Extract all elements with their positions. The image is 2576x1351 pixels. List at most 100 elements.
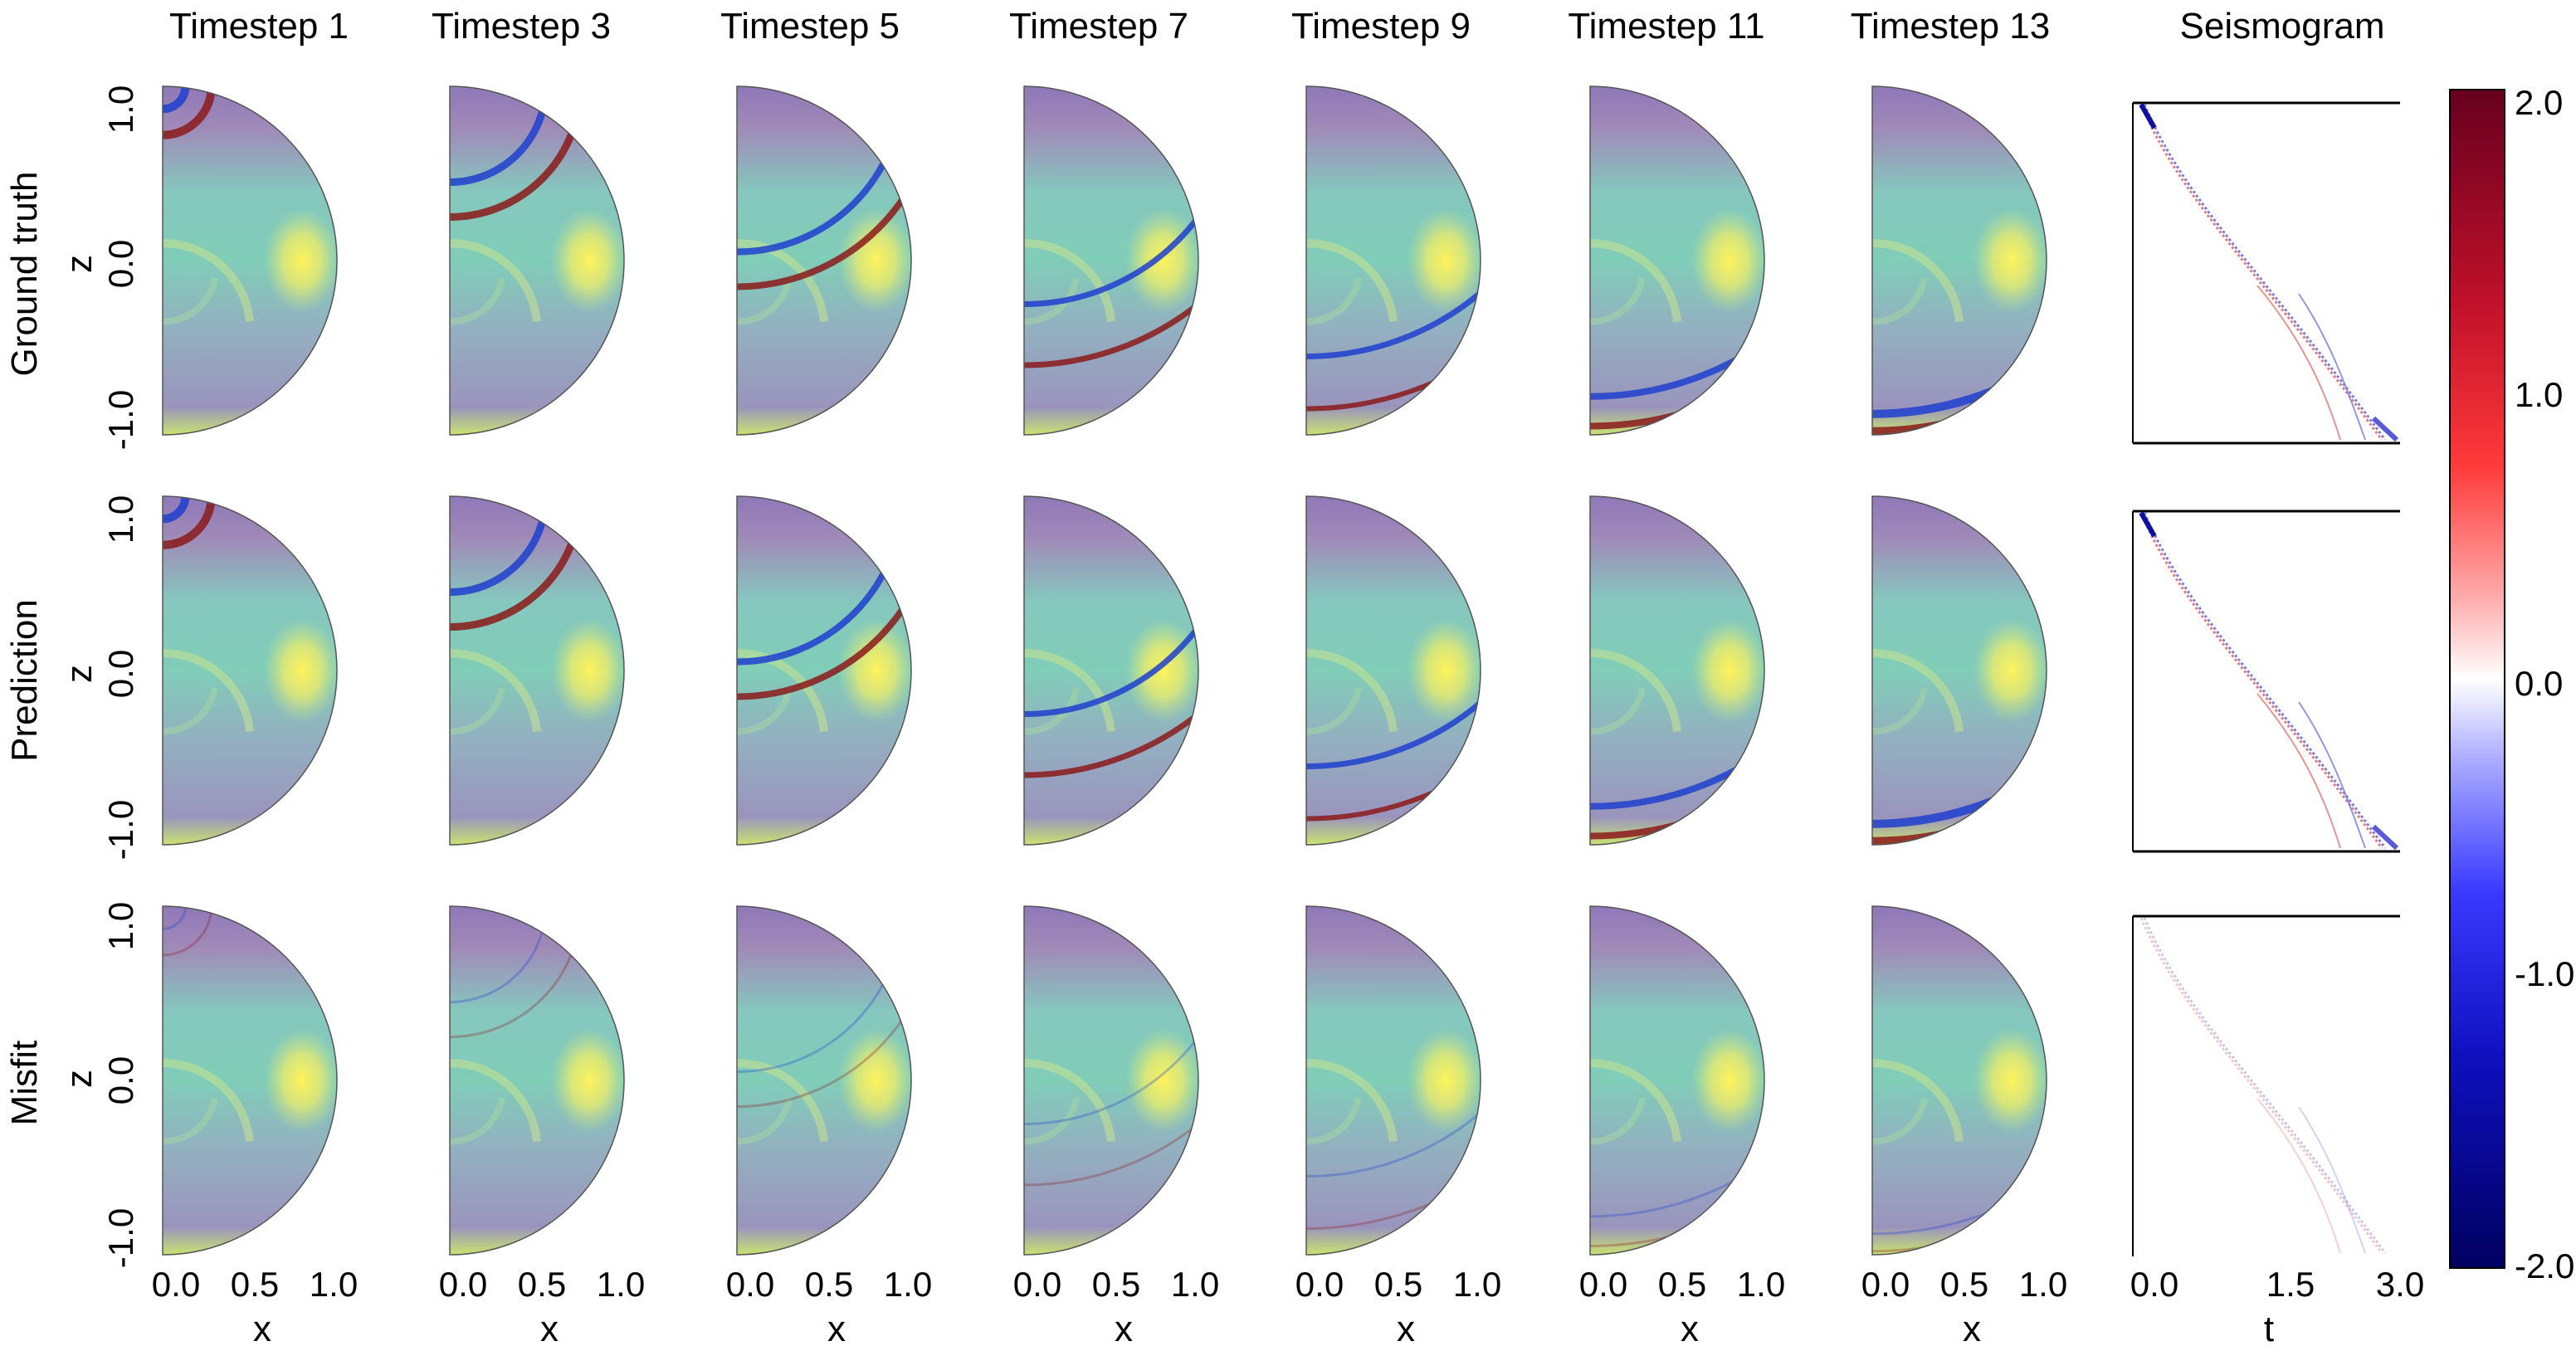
z-tick: -1.0 xyxy=(101,1208,140,1268)
panel-outline xyxy=(1023,905,1199,1256)
x-tick: 0.5 xyxy=(231,1265,279,1304)
z-tick: 0.0 xyxy=(101,650,140,698)
panel-outline xyxy=(1589,905,1765,1256)
z-tick: 1.0 xyxy=(101,495,140,544)
x-axis-label: x xyxy=(540,1309,559,1349)
z-ticks-row1: 1.0 0.0 -1.0 xyxy=(101,85,140,450)
wavefield-panel xyxy=(1871,495,2047,846)
panel-outline xyxy=(162,495,338,846)
title-seismogram: Seismogram xyxy=(2180,6,2385,46)
panel-outline xyxy=(736,495,912,846)
panel-outline xyxy=(449,905,625,1256)
x-tick: 0.0 xyxy=(1013,1265,1061,1304)
wavefield-image xyxy=(450,86,624,435)
panel-outline xyxy=(736,905,912,1256)
x-tick: 1.0 xyxy=(597,1265,645,1304)
panel-outline xyxy=(449,495,625,846)
x-tick: 1.0 xyxy=(1171,1265,1219,1304)
wavefield-panels xyxy=(162,85,2047,1256)
wavefield-image xyxy=(163,496,337,845)
z-tick: -1.0 xyxy=(101,800,140,860)
z-axis-label-row1: z xyxy=(59,255,100,273)
panel-outline xyxy=(162,85,338,436)
panel-outline xyxy=(1305,495,1481,846)
x-tick: 0.5 xyxy=(1940,1265,1988,1304)
panel-outline xyxy=(1871,905,2047,1256)
wavefield-panel xyxy=(449,495,625,846)
wavefield-image xyxy=(450,496,624,845)
panel-outline xyxy=(1589,495,1765,846)
x-axis-label: x xyxy=(1681,1309,1699,1349)
title-timestep-9: Timestep 9 xyxy=(1291,6,1471,46)
panel-outline xyxy=(1871,85,2047,436)
panel-outline xyxy=(1305,905,1481,1256)
panel-outline xyxy=(1871,495,2047,846)
panel-outline xyxy=(736,85,912,436)
t-tick: 3.0 xyxy=(2376,1265,2424,1304)
z-ticks-row3: 1.0 0.0 -1.0 xyxy=(101,902,140,1268)
colorbar-tick: -1.0 xyxy=(2515,954,2574,993)
x-axis-label: x xyxy=(827,1309,846,1349)
colorbar-tick: -2.0 xyxy=(2515,1246,2574,1285)
colorbar-tick: 0.0 xyxy=(2515,664,2563,703)
x-tick: 1.0 xyxy=(1737,1265,1785,1304)
x-axis-label: x xyxy=(253,1309,271,1349)
x-tick: 0.5 xyxy=(518,1265,566,1304)
colorbar-tick: 1.0 xyxy=(2515,375,2563,414)
seismogram-panel xyxy=(2132,510,2400,853)
z-tick: 1.0 xyxy=(101,85,140,134)
x-tick: 0.0 xyxy=(439,1265,487,1304)
x-tick: 1.0 xyxy=(1453,1265,1501,1304)
wavefield-image xyxy=(1872,496,2047,845)
panel-outline xyxy=(1305,85,1481,436)
x-tick: 0.0 xyxy=(726,1265,774,1304)
title-timestep-13: Timestep 13 xyxy=(1851,6,2050,46)
wavefield-image xyxy=(163,86,337,435)
panel-outline xyxy=(162,905,338,1256)
z-tick: 1.0 xyxy=(101,902,140,950)
z-tick: -1.0 xyxy=(101,390,140,450)
z-axis-label-row2: z xyxy=(59,665,100,683)
seismogram-panels xyxy=(2132,101,2400,1256)
z-tick: 0.0 xyxy=(101,1056,140,1105)
x-tick: 0.0 xyxy=(1295,1265,1344,1304)
t-axis-label: t xyxy=(2264,1309,2274,1349)
x-tick: 0.0 xyxy=(1579,1265,1627,1304)
z-ticks-row2: 1.0 0.0 -1.0 xyxy=(101,495,140,860)
x-axis-label: x xyxy=(1115,1309,1133,1349)
panel-outline xyxy=(449,85,625,436)
panel-outline xyxy=(1023,495,1199,846)
x-ticks: 0.0 0.5 1.0 x 0.0 0.5 1.0 x 0.0 0.5 1.0 x 0.0 0.5 1.0 x… xyxy=(152,1265,2067,1349)
z-tick: 0.0 xyxy=(101,240,140,288)
title-timestep-7: Timestep 7 xyxy=(1009,6,1188,46)
x-tick: 1.0 xyxy=(310,1265,358,1304)
row-label-prediction: Prediction xyxy=(4,599,45,762)
title-timestep-5: Timestep 5 xyxy=(720,6,900,46)
x-tick: 0.5 xyxy=(1092,1265,1140,1304)
wavefield-panel xyxy=(162,495,338,846)
panel-outline xyxy=(1589,85,1765,436)
wavefield-image xyxy=(450,906,624,1255)
row-label-misfit: Misfit xyxy=(4,1041,45,1126)
x-tick: 0.0 xyxy=(152,1265,200,1304)
seismogram-panel xyxy=(2132,914,2400,1256)
x-axis-label: x xyxy=(1397,1309,1415,1349)
wavefield-panel xyxy=(162,85,338,436)
x-tick: 0.5 xyxy=(805,1265,853,1304)
colorbar xyxy=(2449,89,2505,1269)
t-tick: 0.0 xyxy=(2130,1265,2178,1304)
wavefield-panel xyxy=(162,905,338,1256)
title-timestep-3: Timestep 3 xyxy=(432,6,611,46)
t-tick: 1.5 xyxy=(2266,1265,2315,1304)
x-tick: 1.0 xyxy=(884,1265,932,1304)
x-axis-label: x xyxy=(1963,1309,1981,1349)
panel-outline xyxy=(1023,85,1199,436)
wavefield-image xyxy=(163,906,337,1255)
wavefield-panel xyxy=(449,905,625,1256)
z-axis-label-row3: z xyxy=(59,1070,100,1088)
x-tick: 0.5 xyxy=(1658,1265,1706,1304)
x-tick: 0.0 xyxy=(1861,1265,1910,1304)
wavefield-panel xyxy=(449,85,625,436)
title-timestep-1: Timestep 1 xyxy=(169,6,349,46)
